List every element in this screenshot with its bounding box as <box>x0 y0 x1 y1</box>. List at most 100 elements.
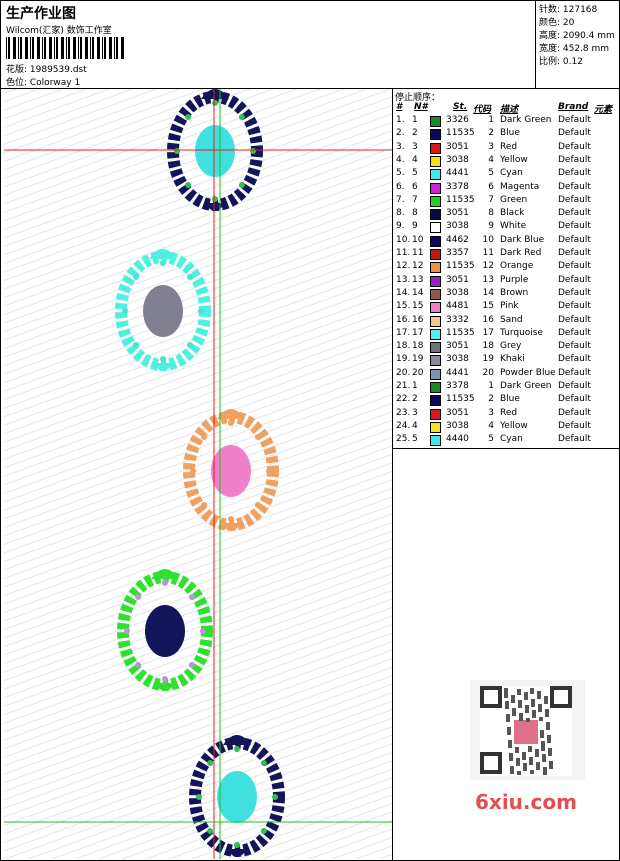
cell: 2 <box>488 128 494 139</box>
cell: 15 <box>412 301 424 312</box>
qr-dot <box>546 726 550 730</box>
motif-accent <box>266 468 272 474</box>
column-header: 描述 <box>500 105 519 115</box>
qr-dot <box>547 739 551 743</box>
qr-dot <box>517 691 521 695</box>
cell: 3051 <box>446 208 469 219</box>
cell: 20 <box>412 367 424 378</box>
cell: 2 <box>488 394 494 405</box>
motif-accent <box>238 181 245 188</box>
qr-dot <box>538 708 542 712</box>
cell: 24. <box>396 420 411 431</box>
cell: 20. <box>396 367 411 378</box>
color-swatch <box>430 209 441 221</box>
cell: Default <box>558 274 591 285</box>
cell: 3 <box>412 141 418 152</box>
motif-accent <box>212 100 218 106</box>
bar-stripe <box>92 37 94 59</box>
cell: 14 <box>482 287 494 298</box>
cell: Default <box>558 168 591 179</box>
cell: 4441 <box>446 367 469 378</box>
cell: 3051 <box>446 141 469 152</box>
qr-dot <box>543 771 547 775</box>
title: 生产作业图 <box>6 6 76 22</box>
studio: Wilcom(汇家) 数饰工作室 <box>6 26 112 36</box>
color-swatch <box>430 195 441 207</box>
qr-dot <box>548 752 552 756</box>
cell: Default <box>558 367 591 378</box>
cell: 10 <box>412 234 424 245</box>
cell: 3326 <box>446 115 469 125</box>
bar-stripe <box>104 37 106 59</box>
cell: 8. <box>396 208 405 219</box>
cell: 11535 <box>446 394 475 405</box>
column-header: 代码 <box>473 105 492 115</box>
cell: 3378 <box>446 381 469 391</box>
qr-dot <box>509 757 513 761</box>
cell: Khaki <box>500 354 525 365</box>
cell: Default <box>558 128 591 139</box>
bar-stripe <box>73 37 76 59</box>
cell: 11 <box>482 248 494 258</box>
cell: 3357 <box>446 248 469 258</box>
cell: 4 <box>412 420 418 431</box>
motif-accent <box>186 341 193 348</box>
bar-stripe <box>102 37 103 59</box>
cell: Dark Blue <box>500 234 545 245</box>
motif-accent <box>254 434 261 441</box>
qr-dot <box>517 771 521 775</box>
qr-dot <box>530 770 534 774</box>
motif-accent <box>185 114 192 121</box>
cell: Default <box>558 154 591 165</box>
bar-stripe <box>66 37 67 59</box>
cell: Dark Green <box>500 381 552 391</box>
cell: 1 <box>488 381 494 391</box>
cell: 1 <box>488 115 494 125</box>
bar-stripe <box>61 37 64 59</box>
cell: 3. <box>396 141 405 152</box>
color-swatch <box>430 182 441 194</box>
table-title: 停止顺序： <box>395 93 441 103</box>
bar-stripe <box>25 37 28 59</box>
cell: 17 <box>482 327 494 338</box>
bar-stripe <box>49 37 52 59</box>
cell: 3038 <box>446 420 469 431</box>
cell: 11535 <box>446 327 475 338</box>
cell: 6 <box>488 181 494 192</box>
cell: Orange <box>500 261 534 272</box>
qr-dot <box>535 753 539 757</box>
motif-accent <box>160 260 166 266</box>
motif-accent <box>254 501 261 508</box>
cell: 16. <box>396 314 411 325</box>
cell: 11 <box>412 248 424 258</box>
cell: 18 <box>412 341 424 352</box>
cell: 17. <box>396 327 411 338</box>
cell: 10 <box>482 234 494 245</box>
qr-dot <box>549 765 553 769</box>
qr-dot <box>542 758 546 762</box>
motif-center <box>195 125 235 177</box>
cell: Default <box>558 341 591 352</box>
motif-center <box>143 285 183 337</box>
bar-stripe <box>6 37 7 59</box>
cell: Default <box>558 248 591 258</box>
cell: Cyan <box>500 168 523 179</box>
cell: 19 <box>482 354 494 365</box>
motif-accent <box>201 501 208 508</box>
motif-accent <box>207 827 214 834</box>
motif-accent <box>133 341 140 348</box>
cell: 3051 <box>446 274 469 285</box>
cell: 10. <box>396 234 411 245</box>
cell: 5 <box>488 168 494 179</box>
cell: Default <box>558 314 591 325</box>
cell: 21. <box>396 381 411 391</box>
stat: 针数: 127168 <box>539 5 598 15</box>
cell: Default <box>558 407 591 418</box>
cell: Default <box>558 261 591 272</box>
cell: 3 <box>488 141 494 152</box>
cell: 1 <box>412 115 418 125</box>
cell: Default <box>558 141 591 152</box>
motif-accent <box>186 274 193 281</box>
cell: Yellow <box>500 154 528 165</box>
cell: Default <box>558 434 591 445</box>
